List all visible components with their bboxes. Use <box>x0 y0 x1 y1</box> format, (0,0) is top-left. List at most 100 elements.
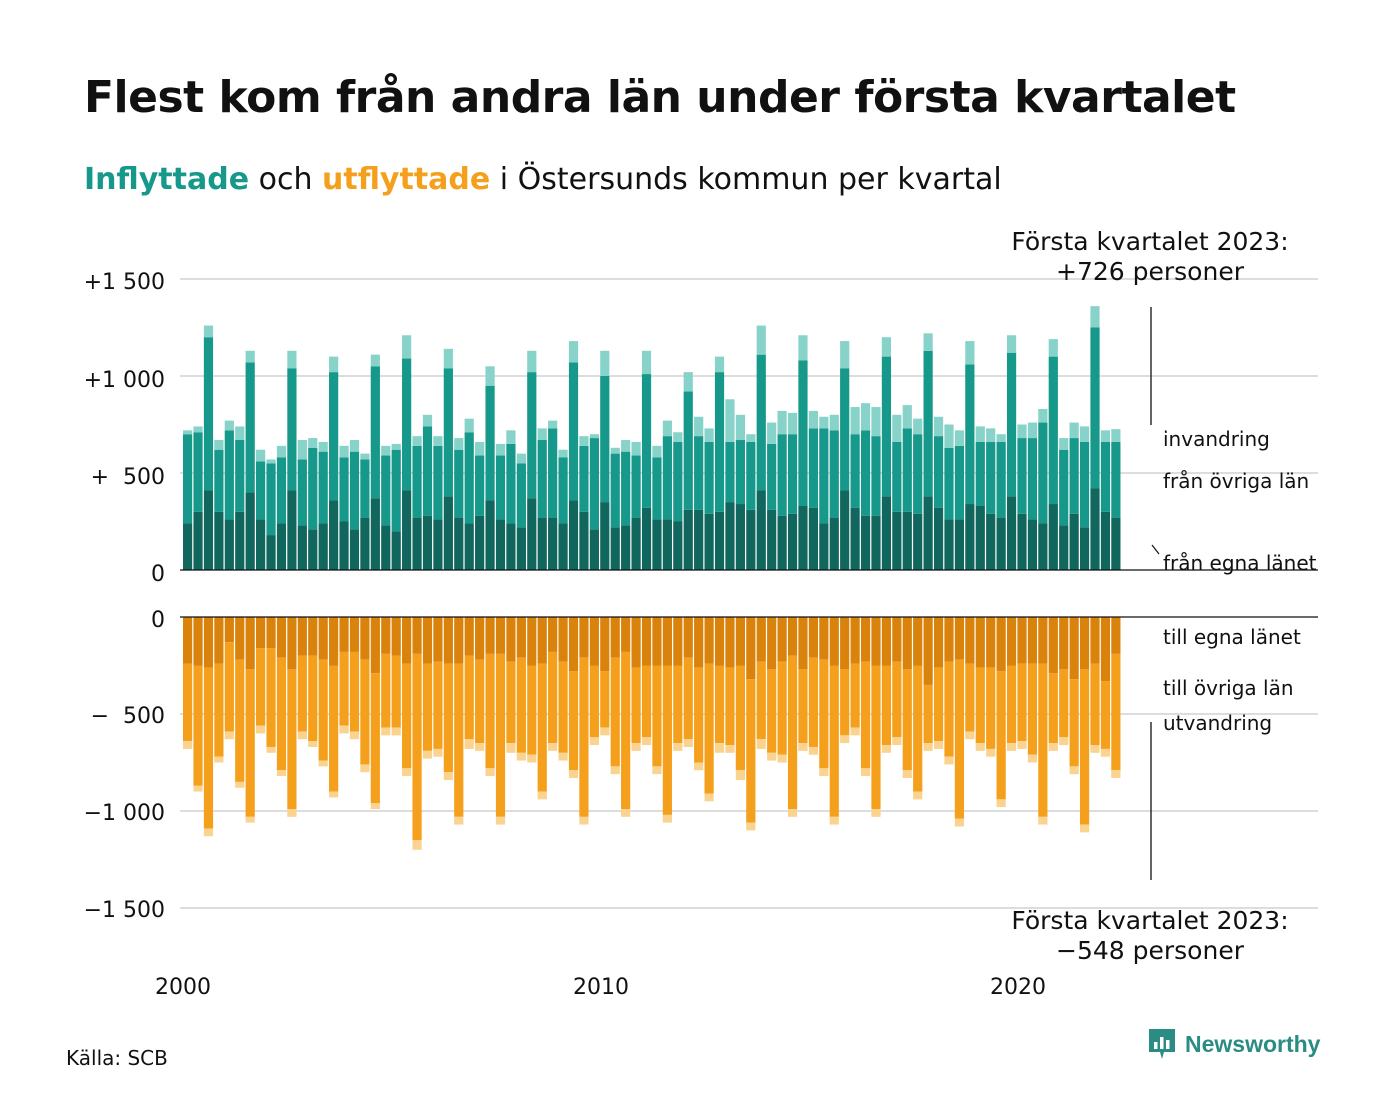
bar-in-other-32 <box>516 463 526 528</box>
bar-in-imm-16 <box>349 440 360 452</box>
label-invandring: invandring <box>1163 427 1270 451</box>
bar-out-own-65 <box>860 617 871 662</box>
bar-out-other-52 <box>725 667 735 746</box>
bar-out-other-20 <box>391 655 401 728</box>
bar-in-own-83 <box>1048 504 1058 570</box>
bar-in-imm-82 <box>1038 408 1048 423</box>
bar-out-other-25 <box>443 663 453 773</box>
bar-out-own-8 <box>266 617 276 649</box>
bar-out-other-67 <box>881 665 892 746</box>
bar-in-own-28 <box>475 515 485 570</box>
bar-out-emig-14 <box>329 791 339 798</box>
bar-in-own-43 <box>631 517 641 570</box>
bar-in-own-38 <box>579 511 589 570</box>
bar-out-emig-56 <box>767 752 777 761</box>
bar-out-other-7 <box>256 648 266 726</box>
bar-in-own-27 <box>464 523 474 570</box>
bar-out-emig-83 <box>1048 743 1058 751</box>
bar-out-emig-22 <box>412 840 422 850</box>
bar-out-emig-73 <box>944 756 954 765</box>
bar-in-imm-87 <box>1090 306 1100 328</box>
bar-out-emig-51 <box>714 743 725 753</box>
bar-out-emig-28 <box>475 743 485 751</box>
bar-out-own-7 <box>256 617 266 649</box>
bar-out-own-79 <box>1006 617 1017 666</box>
bar-out-emig-11 <box>297 731 307 740</box>
bar-in-own-71 <box>923 496 933 570</box>
annotation-top-line1: Första kvartalet 2023: <box>1011 227 1288 256</box>
bar-in-own-80 <box>1017 513 1027 570</box>
bar-in-imm-29 <box>485 366 495 386</box>
bar-out-other-58 <box>787 655 798 810</box>
bar-in-imm-55 <box>756 325 766 355</box>
bar-in-own-21 <box>402 490 412 570</box>
bar-in-own-64 <box>850 507 860 570</box>
bar-in-own-12 <box>308 529 318 570</box>
bar-out-emig-5 <box>235 781 245 788</box>
bar-in-imm-71 <box>923 333 933 351</box>
bar-out-emig-20 <box>391 727 401 736</box>
bar-out-own-42 <box>621 617 631 652</box>
bar-out-emig-66 <box>871 809 881 817</box>
newsworthy-logo[interactable]: Newsworthy <box>1147 1026 1320 1062</box>
bar-out-own-51 <box>714 617 725 666</box>
bar-in-imm-8 <box>266 459 276 464</box>
bar-in-own-19 <box>381 525 391 570</box>
bar-out-other-50 <box>704 663 714 794</box>
bar-out-other-45 <box>652 665 662 767</box>
bar-in-own-32 <box>516 527 526 570</box>
bar-out-other-5 <box>235 659 245 782</box>
bar-out-own-78 <box>996 617 1006 672</box>
axis-lines <box>180 569 1318 618</box>
bar-out-other-62 <box>829 665 839 817</box>
bar-in-other-30 <box>495 455 506 520</box>
bar-in-own-18 <box>370 498 380 570</box>
bar-in-other-38 <box>579 445 589 512</box>
bar-out-emig-37 <box>568 770 579 779</box>
bar-in-imm-78 <box>996 434 1006 442</box>
bar-in-other-53 <box>735 440 745 505</box>
bar-out-other-51 <box>714 665 725 744</box>
bar-in-imm-34 <box>537 428 547 441</box>
bar-in-other-31 <box>506 443 516 524</box>
bar-out-other-23 <box>422 663 433 751</box>
bar-out-other-63 <box>840 669 850 736</box>
bar-in-imm-73 <box>944 424 954 448</box>
bar-in-own-24 <box>433 519 443 570</box>
bar-out-own-45 <box>652 617 662 666</box>
label-fran-egna-lanet: från egna länet <box>1163 551 1317 575</box>
bar-out-own-44 <box>641 617 652 666</box>
bar-in-own-16 <box>349 529 360 570</box>
chart-subtitle: Inflyttade och utflyttade i Östersunds k… <box>84 162 1002 197</box>
bar-in-other-85 <box>1069 438 1079 514</box>
bar-in-imm-21 <box>402 335 412 359</box>
bar-out-own-22 <box>412 617 422 654</box>
bar-out-other-22 <box>412 653 422 841</box>
bar-out-emig-88 <box>1100 748 1111 757</box>
bar-out-own-9 <box>276 617 287 658</box>
bar-out-own-35 <box>548 617 558 652</box>
bar-out-own-23 <box>422 617 433 664</box>
bar-in-imm-2 <box>203 325 214 338</box>
bar-out-emig-63 <box>840 735 850 744</box>
bar-in-imm-54 <box>746 434 756 442</box>
bar-out-other-16 <box>349 651 360 732</box>
bar-in-own-40 <box>600 502 610 570</box>
bar-in-own-57 <box>777 515 787 570</box>
bar-out-emig-38 <box>579 816 589 825</box>
bar-in-imm-57 <box>777 410 787 435</box>
bar-in-other-57 <box>777 434 787 516</box>
bar-in-imm-10 <box>287 350 297 369</box>
bar-in-other-36 <box>558 457 568 524</box>
bar-out-other-0 <box>183 663 193 742</box>
bar-in-own-56 <box>767 509 777 570</box>
bar-out-emig-8 <box>266 746 276 753</box>
bar-out-emig-76 <box>975 743 985 751</box>
bar-in-own-86 <box>1079 527 1090 570</box>
bar-out-own-54 <box>746 617 756 680</box>
bar-in-imm-52 <box>725 399 735 442</box>
bar-in-imm-51 <box>714 356 725 373</box>
bar-in-own-30 <box>495 519 506 570</box>
bar-in-own-46 <box>662 519 672 570</box>
bar-out-own-25 <box>443 617 453 664</box>
